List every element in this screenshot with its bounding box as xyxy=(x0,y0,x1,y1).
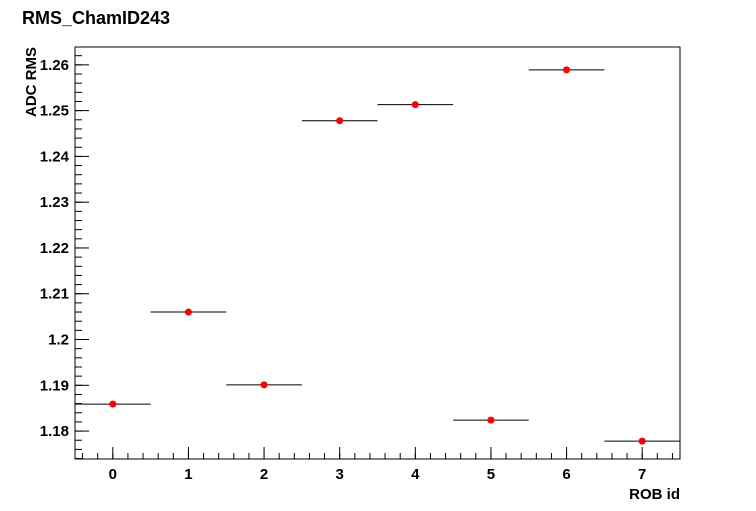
y-tick-label: 1.22 xyxy=(40,240,69,257)
y-tick-label: 1.18 xyxy=(40,423,69,440)
marker xyxy=(563,66,571,74)
x-tick-label: 2 xyxy=(260,466,268,483)
x-tick-label: 7 xyxy=(638,466,646,483)
x-tick-label: 3 xyxy=(336,466,344,483)
y-tick-label: 1.2 xyxy=(48,332,69,349)
marker xyxy=(184,308,192,316)
chart-title: RMS_ChamID243 xyxy=(22,8,170,28)
y-tick-label: 1.24 xyxy=(40,148,70,165)
marker xyxy=(411,101,419,109)
x-axis-label: ROB id xyxy=(629,486,680,503)
y-axis-label: ADC RMS xyxy=(23,47,40,117)
x-tick-label: 0 xyxy=(109,466,117,483)
plot-frame xyxy=(74,46,681,460)
y-tick-label: 1.21 xyxy=(40,286,69,303)
y-tick-label: 1.26 xyxy=(40,57,69,74)
x-tick-label: 6 xyxy=(562,466,570,483)
x-tick-label: 1 xyxy=(184,466,192,483)
marker xyxy=(109,400,117,408)
y-tick-label: 1.19 xyxy=(40,377,69,394)
y-tick-label: 1.23 xyxy=(40,194,69,211)
marker xyxy=(638,437,646,445)
x-tick-label: 4 xyxy=(411,466,420,483)
y-tick-label: 1.25 xyxy=(40,103,69,120)
marker xyxy=(487,416,495,424)
marker xyxy=(260,381,268,389)
marker xyxy=(336,117,344,125)
x-tick-label: 5 xyxy=(487,466,495,483)
